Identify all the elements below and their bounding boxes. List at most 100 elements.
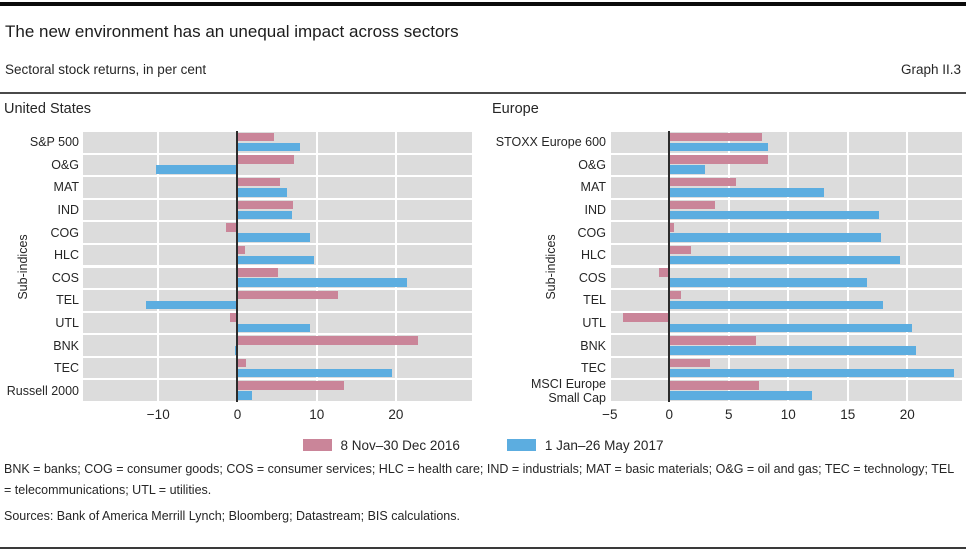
bar [237, 290, 339, 300]
category-label: COG [50, 225, 79, 240]
bar [237, 381, 345, 390]
bar [146, 300, 238, 310]
category-label: Russell 2000 [6, 383, 79, 398]
plot-band [83, 222, 472, 243]
bar [669, 336, 757, 345]
x-tick-label: −10 [146, 407, 170, 422]
category-label: UTL [582, 315, 606, 330]
bar [669, 245, 691, 255]
x-tick-label: 10 [309, 407, 325, 422]
bar [237, 188, 287, 197]
bar [225, 223, 238, 232]
category-label: TEC [54, 361, 79, 376]
bar [669, 323, 913, 333]
zero-axis-line [236, 131, 239, 402]
bar [237, 255, 315, 265]
bar [237, 132, 274, 142]
graph-number: Graph II.3 [900, 62, 961, 77]
category-label: MAT [53, 180, 79, 195]
panel-title: United States [4, 101, 92, 117]
x-tick-label: 0 [233, 407, 242, 422]
gridline [846, 131, 849, 402]
plot-band [83, 380, 472, 401]
x-tick-label: 15 [840, 407, 856, 422]
bar [237, 142, 301, 152]
bar [237, 155, 294, 164]
bar [237, 323, 311, 333]
gridline [157, 131, 160, 402]
panel-title: Europe [492, 101, 539, 117]
bar [669, 368, 954, 378]
x-tick-label: 10 [780, 407, 796, 422]
x-tick-label: 20 [899, 407, 915, 422]
legend-swatch-2016 [302, 439, 332, 451]
bar [658, 268, 670, 277]
x-tick-label: −5 [602, 407, 618, 422]
bar [669, 165, 705, 174]
category-label: IND [584, 203, 606, 218]
x-tick-label: 20 [388, 407, 404, 422]
category-label: O&G [578, 157, 606, 172]
bar [669, 177, 736, 187]
bar [155, 165, 238, 174]
bar [669, 233, 882, 242]
legend-item-2016: 8 Nov–30 Dec 2016 [302, 437, 460, 453]
category-label: TEC [581, 361, 606, 376]
category-label: TEL [583, 293, 606, 308]
plot-band [83, 177, 472, 198]
plot-band [83, 244, 472, 266]
category-label: UTL [55, 315, 79, 330]
gridline [315, 131, 318, 402]
bar [669, 255, 901, 265]
x-tick-label: 5 [725, 407, 733, 422]
bar [669, 223, 675, 232]
legend-label-2017: 1 Jan–26 May 2017 [544, 437, 664, 453]
chart-subtitle: Sectoral stock returns, in per cent [5, 62, 207, 77]
category-label: BNK [580, 338, 606, 353]
gridline [906, 131, 909, 402]
y-axis-label: Sub-indices [16, 233, 30, 300]
category-label: COG [577, 225, 606, 240]
gridline [394, 131, 397, 402]
category-label: COS [51, 270, 79, 285]
footnote-sources: Sources: Bank of America Merrill Lynch; … [4, 509, 460, 523]
legend-label-2016: 8 Nov–30 Dec 2016 [340, 437, 460, 453]
category-label: S&P 500 [29, 135, 79, 150]
legend-swatch-2017 [506, 439, 536, 451]
bar [237, 233, 310, 242]
gridline [727, 131, 730, 402]
category-label: BNK [53, 338, 79, 353]
zero-axis-line [668, 131, 671, 402]
category-label: O&G [51, 157, 79, 172]
bar [669, 381, 759, 390]
bar [237, 268, 278, 277]
bar [669, 300, 884, 310]
top-rule [0, 2, 966, 6]
bar [622, 313, 670, 322]
bar [669, 278, 867, 287]
x-tick-label: 0 [665, 407, 674, 422]
gridline [787, 131, 790, 402]
legend-item-2017: 1 Jan–26 May 2017 [506, 437, 664, 453]
bar [669, 132, 763, 142]
bottom-rule [0, 547, 966, 549]
bar [669, 155, 769, 164]
bar [237, 358, 247, 368]
bar [229, 313, 238, 322]
bar [237, 336, 419, 345]
bar [669, 142, 769, 152]
bar [669, 346, 916, 355]
bar [669, 200, 715, 210]
category-label: STOXX Europe 600 [495, 135, 606, 150]
bar [235, 346, 238, 355]
bar [237, 391, 252, 400]
legend: 8 Nov–30 Dec 2016 1 Jan–26 May 2017 [0, 437, 966, 453]
bar [669, 188, 824, 197]
bar [237, 245, 246, 255]
category-label: COS [578, 270, 606, 285]
bar [669, 210, 879, 220]
page-title: The new environment has an unequal impac… [5, 22, 459, 41]
footnote-definitions: BNK = banks; COG = consumer goods; COS =… [4, 462, 954, 497]
bar [237, 368, 392, 378]
